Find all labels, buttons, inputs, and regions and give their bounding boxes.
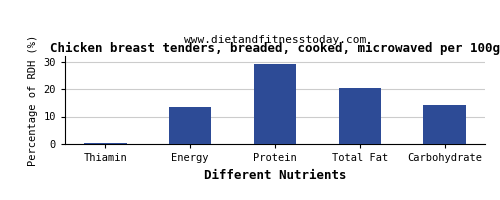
Text: www.dietandfitnesstoday.com: www.dietandfitnesstoday.com — [184, 35, 366, 45]
X-axis label: Different Nutrients: Different Nutrients — [204, 169, 346, 182]
Bar — [169, 107, 212, 144]
Bar — [84, 143, 126, 144]
Y-axis label: Percentage of RDH (%): Percentage of RDH (%) — [28, 34, 38, 166]
Bar — [254, 64, 296, 144]
Bar — [338, 88, 381, 144]
Bar — [424, 105, 466, 144]
Title: Chicken breast tenders, breaded, cooked, microwaved per 100g: Chicken breast tenders, breaded, cooked,… — [50, 42, 500, 55]
